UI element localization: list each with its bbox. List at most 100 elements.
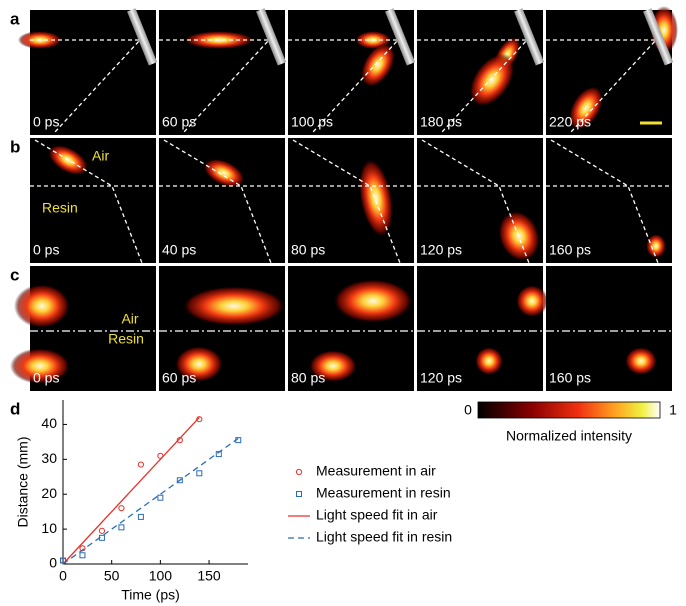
marker xyxy=(157,494,164,501)
y-tick-label: 0 xyxy=(49,555,57,571)
panel-label: d xyxy=(10,399,20,418)
light-pulse xyxy=(625,347,657,375)
light-pulse xyxy=(333,279,413,323)
image-panels: a 0 ps 60 ps 100 ps 180 ps 220 ps b 0 ps 40 ps 80… xyxy=(10,6,678,391)
beam-path xyxy=(421,139,530,264)
mirror xyxy=(385,8,416,66)
panel-label: a xyxy=(10,9,20,28)
time-label: 0 ps xyxy=(33,370,59,386)
marker xyxy=(176,477,183,484)
frame: 40 ps xyxy=(159,138,285,264)
light-pulse xyxy=(360,43,396,87)
frame: 0 ps xyxy=(10,266,156,391)
marker xyxy=(118,505,125,512)
legend-label: Measurement in air xyxy=(316,463,436,479)
x-tick-label: 100 xyxy=(149,568,173,584)
frame: 160 ps xyxy=(546,266,672,391)
light-pulse xyxy=(646,234,666,258)
light-pulse xyxy=(203,158,245,188)
mirror xyxy=(514,8,545,66)
y-tick-label: 10 xyxy=(41,520,57,536)
marker xyxy=(118,524,125,531)
marker xyxy=(196,470,203,477)
y-axis-label: Distance (mm) xyxy=(15,436,31,527)
beam-path xyxy=(288,39,400,133)
light-pulse xyxy=(182,286,286,326)
time-label: 0 ps xyxy=(33,242,59,258)
legend-label: Measurement in resin xyxy=(316,485,451,501)
frame: 220 ps xyxy=(546,6,678,135)
marker xyxy=(137,461,144,468)
frame: 120 ps xyxy=(417,266,548,391)
light-pulse xyxy=(358,158,394,238)
x-tick-label: 150 xyxy=(197,568,221,584)
frame-bg xyxy=(288,138,414,263)
x-tick-label: 0 xyxy=(59,568,67,584)
time-label: 120 ps xyxy=(420,370,462,386)
beam-path xyxy=(163,139,272,264)
beam-path xyxy=(292,139,401,264)
time-label: 60 ps xyxy=(162,114,196,130)
light-pulse xyxy=(516,285,548,317)
time-label: 100 ps xyxy=(291,114,333,130)
panel-label: b xyxy=(10,137,20,156)
y-tick-label: 40 xyxy=(41,415,57,431)
mirror xyxy=(643,8,674,66)
marker xyxy=(98,527,106,534)
frame: 160 ps xyxy=(546,138,672,264)
marker xyxy=(296,491,302,497)
beam-path xyxy=(417,39,529,133)
marker xyxy=(79,545,86,552)
frame: 0 ps xyxy=(30,138,156,264)
light-pulse xyxy=(309,350,357,382)
chart: d 0 50 100 150 0 10 20 30 40 Time (ps) Distance (mm… xyxy=(10,399,452,602)
time-label: 180 ps xyxy=(420,114,462,130)
time-label: 120 ps xyxy=(420,242,462,258)
light-pulse xyxy=(175,346,223,382)
time-label: 0 ps xyxy=(33,114,59,130)
medium-label: Air xyxy=(92,148,109,164)
light-pulse xyxy=(10,348,70,384)
marker xyxy=(295,468,303,476)
legend-label: Light speed fit in air xyxy=(316,507,438,523)
x-axis-label: Time (ps) xyxy=(121,587,180,603)
light-pulse xyxy=(475,347,503,375)
medium-label: Resin xyxy=(42,200,78,216)
time-label: 220 ps xyxy=(549,114,591,130)
panel-label: c xyxy=(10,265,19,284)
frame-bg xyxy=(159,138,285,263)
medium-label: Resin xyxy=(108,331,144,347)
beam-path xyxy=(550,139,659,264)
time-label: 40 ps xyxy=(162,242,196,258)
time-label: 160 ps xyxy=(549,242,591,258)
beam-path xyxy=(546,39,658,133)
colorbar-max: 1 xyxy=(669,402,677,418)
mirror xyxy=(127,8,158,66)
colorbar xyxy=(477,401,661,419)
colorbar-min: 0 xyxy=(464,402,472,418)
frame: 180 ps xyxy=(417,8,545,135)
time-label: 60 ps xyxy=(162,370,196,386)
y-tick-label: 30 xyxy=(41,450,57,466)
time-label: 80 ps xyxy=(291,242,325,258)
axes xyxy=(62,400,248,565)
time-label: 160 ps xyxy=(549,370,591,386)
frame: 80 ps xyxy=(288,138,414,264)
frame: 80 ps xyxy=(288,266,414,391)
beam-path xyxy=(34,139,143,264)
colorbar-title: Normalized intensity xyxy=(506,428,632,444)
frame: 60 ps xyxy=(159,266,286,391)
mirror xyxy=(256,8,287,66)
marker xyxy=(79,552,86,559)
fit-line xyxy=(62,417,200,565)
frame: 120 ps xyxy=(417,138,543,264)
legend-label: Light speed fit in resin xyxy=(316,529,452,545)
x-tick-label: 50 xyxy=(104,568,120,584)
marker xyxy=(196,416,203,423)
fit-line xyxy=(62,437,239,565)
light-pulse xyxy=(568,86,604,130)
frame: 0 ps xyxy=(18,8,158,135)
medium-label: Air xyxy=(121,311,138,327)
marker xyxy=(137,513,144,520)
